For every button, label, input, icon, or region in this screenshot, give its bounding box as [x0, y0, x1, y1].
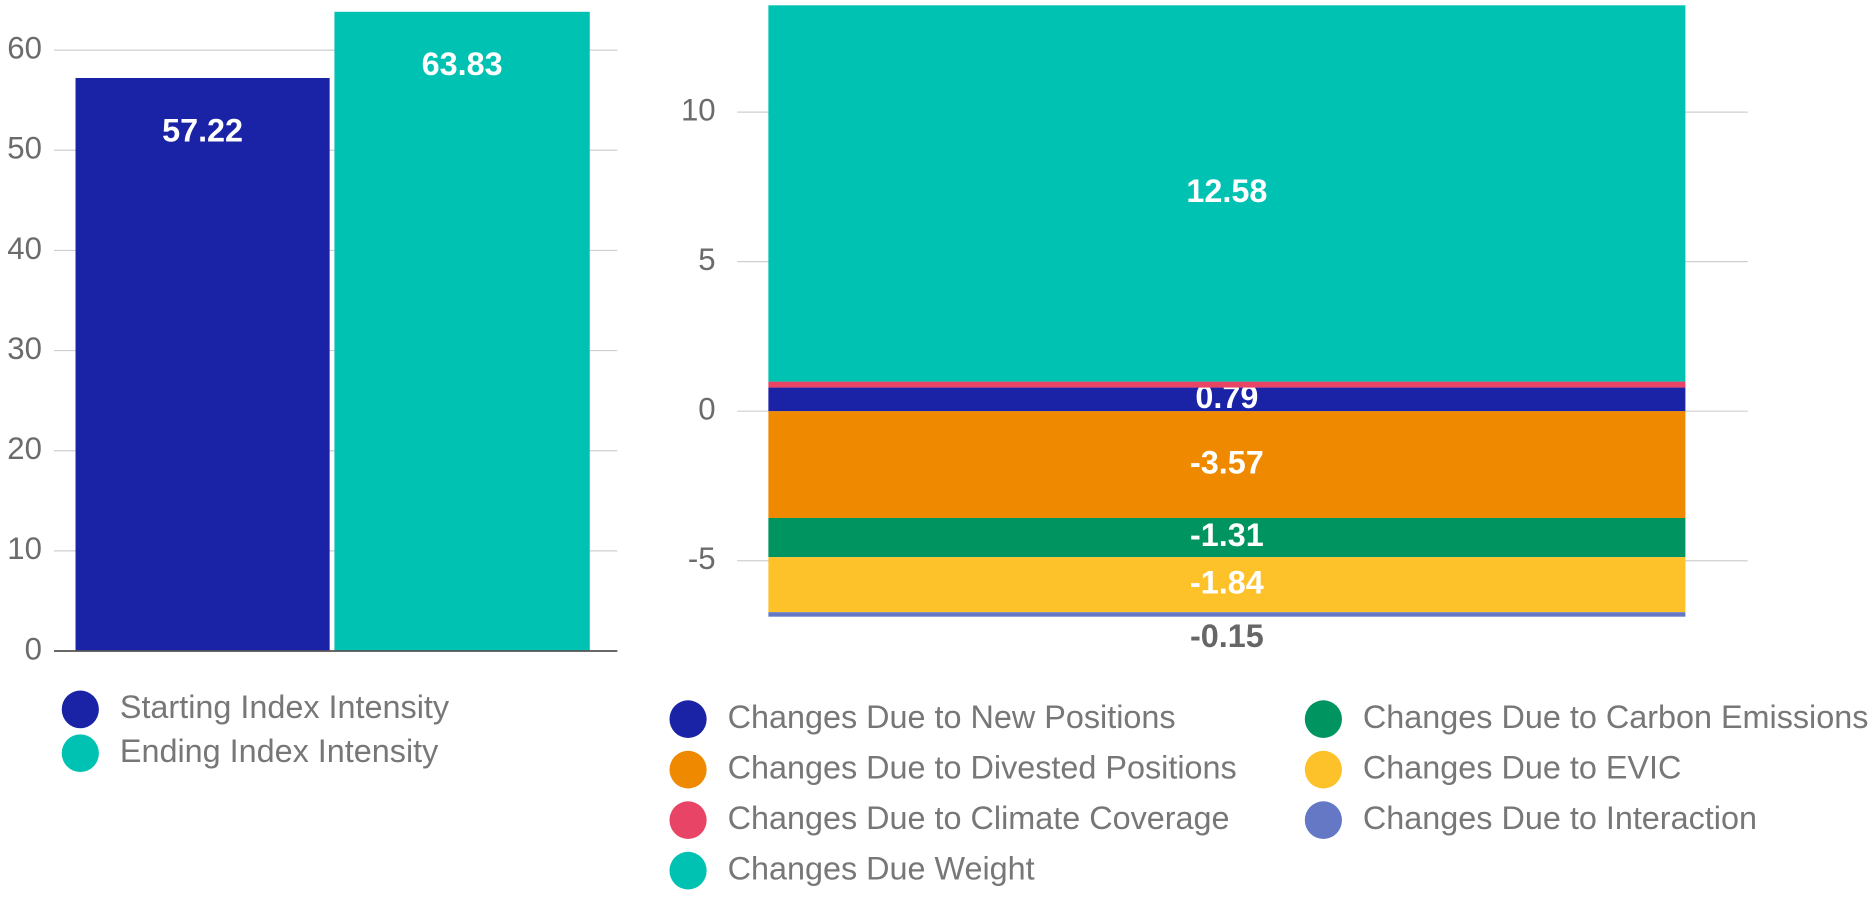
bar-segment	[768, 411, 1686, 518]
legend-label: Ending Index Intensity	[120, 732, 439, 769]
legend-label: Changes Due to EVIC	[1363, 748, 1681, 785]
y-tick-label: -5	[688, 541, 716, 576]
y-tick-label: 30	[7, 331, 42, 366]
bar	[334, 11, 590, 651]
y-tick-label: 60	[7, 30, 42, 65]
legend-marker	[1304, 700, 1342, 738]
data-label: -1.84	[1190, 563, 1264, 600]
y-tick-label: 40	[7, 231, 42, 266]
legend-marker	[61, 734, 99, 773]
legend-marker	[669, 700, 707, 738]
bar-segment	[768, 557, 1686, 613]
legend-label: Starting Index Intensity	[120, 688, 450, 725]
data-label: -1.31	[1190, 516, 1264, 553]
y-tick-label: 50	[7, 130, 42, 165]
legend-label: Changes Due to New Positions	[728, 698, 1176, 735]
data-label: 12.58	[1186, 172, 1267, 209]
data-label: 57.22	[162, 111, 243, 148]
legend-marker	[1304, 801, 1342, 839]
y-tick-label: 20	[7, 431, 42, 466]
legend-marker	[669, 801, 707, 839]
legend-marker	[669, 851, 707, 890]
legend-label: Changes Due to Divested Positions	[728, 748, 1237, 785]
bar	[75, 77, 330, 651]
bar-segment	[768, 5, 1686, 382]
legend-label: Changes Due to Carbon Emissions	[1363, 698, 1869, 735]
legend-label: Changes Due to Interaction	[1363, 799, 1757, 836]
y-tick-label: 5	[698, 242, 715, 277]
bar-segment	[768, 517, 1686, 558]
y-tick-label: 0	[698, 391, 715, 426]
y-tick-label: 10	[7, 531, 42, 566]
legend-marker	[61, 690, 99, 729]
y-tick-label: 0	[25, 631, 42, 666]
data-label: -3.57	[1190, 443, 1264, 480]
legend-label: Changes Due Weight	[728, 849, 1035, 886]
data-label: -0.15	[1190, 617, 1264, 654]
y-tick-label: 10	[681, 92, 716, 127]
bar-segment	[768, 387, 1686, 412]
legend-marker	[1304, 750, 1342, 789]
legend-marker	[669, 750, 707, 789]
data-label: 63.83	[422, 45, 503, 82]
bar-segment	[768, 381, 1686, 388]
legend-label: Changes Due to Climate Coverage	[728, 799, 1230, 836]
bar-segment	[768, 612, 1686, 617]
